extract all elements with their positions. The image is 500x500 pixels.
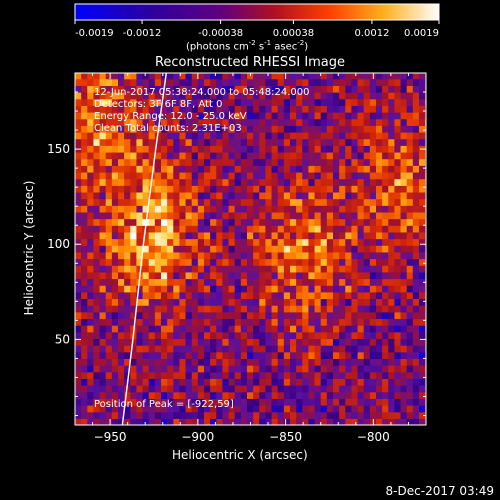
colorbar-tick-label: 0.00038: [273, 28, 314, 39]
x-tick-label: −800: [357, 430, 390, 444]
overlay-energy-range: Energy Range: 12.0 - 25.0 keV: [94, 111, 247, 122]
y-tick-label: 50: [55, 332, 70, 346]
x-tick-label: −850: [269, 430, 302, 444]
colorbar-units: (photons cm-2 s-1 asec-2): [186, 39, 309, 53]
colorbar-tick-label: -0.00038: [198, 28, 243, 39]
colorbar-tick-label: 0.0012: [354, 28, 389, 39]
overlay-peak-position: Position of Peak = [-922,59]: [94, 399, 234, 410]
colorbar-tick-label: 0.0019: [404, 28, 439, 39]
axes: −950 −900 −850 −800 50 100 150: [47, 73, 426, 444]
solar-limb-line: [121, 73, 167, 425]
footer-timestamp: 8-Dec-2017 03:49: [385, 484, 494, 498]
y-axis-label: Heliocentric Y (arcsec): [22, 180, 36, 316]
y-tick-label: 100: [47, 237, 70, 251]
chart-title: Reconstructed RHESSI Image: [154, 55, 346, 70]
x-tick-label: −900: [181, 430, 214, 444]
overlay-time-range: 12-Jun-2017 05:38:24.000 to 05:48:24.000: [94, 87, 310, 98]
x-tick-label: −950: [94, 430, 127, 444]
y-tick-label: 150: [47, 142, 70, 156]
colorbar-tick-label: -0.0012: [123, 28, 162, 39]
x-axis-label: Heliocentric X (arcsec): [172, 448, 308, 462]
colorbar-tick-label: -0.0019: [75, 28, 114, 39]
colorbar: [74, 3, 440, 21]
colorbar-ticks: -0.0019 -0.0012 -0.00038 0.00038 0.0012 0.001…: [74, 20, 440, 39]
overlay-clean-counts: Clean Total counts: 2.31E+03: [94, 123, 242, 134]
overlay-detectors: Detectors: 3F 6F 8F, Att 0: [94, 99, 223, 110]
